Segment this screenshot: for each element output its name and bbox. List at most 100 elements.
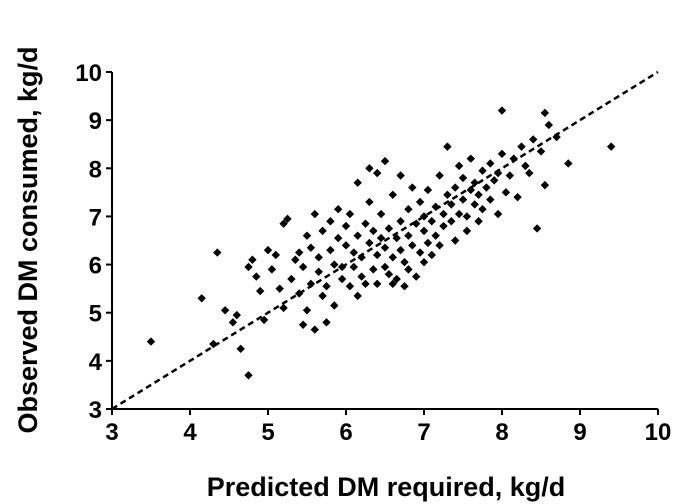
data-point: [341, 241, 351, 250]
data-point: [509, 154, 518, 163]
data-point: [353, 178, 362, 187]
data-point: [435, 171, 444, 180]
data-point: [400, 282, 409, 291]
data-point: [232, 310, 241, 320]
x-tick-label: 3: [105, 419, 118, 446]
y-tick-label: 6: [89, 253, 102, 280]
axes: [106, 71, 659, 415]
x-tick-label: 7: [417, 419, 430, 446]
data-point: [310, 209, 319, 219]
data-point: [536, 147, 546, 156]
data-point: [263, 245, 273, 255]
data-point: [146, 337, 156, 346]
data-point: [384, 270, 394, 279]
data-point: [478, 166, 487, 175]
data-point: [540, 180, 550, 190]
data-point: [431, 202, 440, 211]
data-point: [252, 272, 261, 281]
data-point: [318, 291, 327, 301]
data-point: [244, 371, 253, 380]
x-axis-title: Predicted DM required, kg/d: [207, 472, 566, 502]
data-point: [388, 279, 397, 289]
data-point: [326, 217, 335, 226]
data-point: [291, 255, 300, 264]
y-tick-label: 3: [89, 397, 102, 424]
y-tick-label: 7: [89, 204, 102, 231]
data-point: [209, 339, 218, 349]
data-point: [427, 217, 436, 226]
data-point: [236, 344, 245, 354]
x-tick-label: 9: [573, 419, 586, 446]
x-tick-label: 8: [495, 419, 508, 446]
data-point: [330, 301, 339, 310]
data-point: [404, 231, 413, 240]
data-point: [337, 274, 347, 284]
data-point: [302, 231, 312, 240]
data-point: [365, 197, 374, 207]
data-point: [365, 238, 374, 248]
data-point: [322, 318, 331, 327]
data-point: [439, 221, 448, 231]
data-point: [228, 318, 238, 327]
data-point: [451, 236, 460, 245]
data-point: [497, 106, 507, 115]
data-point: [279, 219, 288, 228]
data-point: [400, 257, 409, 267]
data-point: [454, 209, 464, 219]
data-point: [310, 325, 319, 334]
data-point: [361, 279, 370, 289]
data-point: [415, 248, 425, 257]
data-point: [493, 209, 503, 219]
data-point: [380, 156, 390, 166]
reference-line: [111, 70, 659, 411]
data-point: [267, 265, 277, 274]
data-point: [462, 226, 472, 236]
data-point: [306, 243, 316, 252]
data-point: [392, 233, 401, 243]
data-point: [275, 284, 284, 293]
data-point: [298, 262, 308, 272]
data-point: [454, 161, 464, 171]
data-point: [478, 205, 487, 214]
data-point: [423, 238, 433, 248]
data-point: [490, 176, 499, 185]
data-point: [427, 250, 436, 260]
data-point: [306, 279, 316, 289]
data-point: [552, 132, 561, 142]
x-tick-labels: 3 4 5 6 7 8 9 10: [105, 419, 671, 446]
data-point: [373, 250, 382, 260]
data-point: [412, 272, 421, 281]
data-point: [466, 185, 475, 195]
data-point: [345, 282, 355, 291]
data-point: [345, 209, 355, 219]
data-point: [517, 142, 526, 151]
data-point: [493, 168, 503, 178]
data-point: [318, 226, 327, 236]
data-point: [283, 214, 292, 224]
data-point: [384, 224, 394, 233]
data-point: [564, 159, 573, 168]
data-point: [525, 168, 534, 178]
data-point: [337, 262, 347, 272]
data-point: [458, 173, 468, 183]
data-point: [287, 274, 296, 284]
data-point: [302, 306, 312, 315]
data-point: [462, 212, 472, 221]
data-point: [334, 205, 343, 214]
data-point: [415, 197, 425, 207]
data-point: [482, 183, 491, 192]
data-point: [334, 233, 343, 243]
x-tick-label: 6: [339, 419, 352, 446]
data-point: [298, 320, 308, 329]
data-point: [521, 161, 530, 171]
data-point: [435, 241, 444, 250]
data-point: [408, 241, 417, 250]
data-point: [295, 289, 304, 298]
data-point: [501, 188, 511, 197]
data-point: [353, 231, 362, 240]
data-point: [295, 248, 304, 257]
data-point: [474, 217, 483, 226]
data-point: [532, 224, 542, 233]
data-point: [326, 245, 335, 255]
